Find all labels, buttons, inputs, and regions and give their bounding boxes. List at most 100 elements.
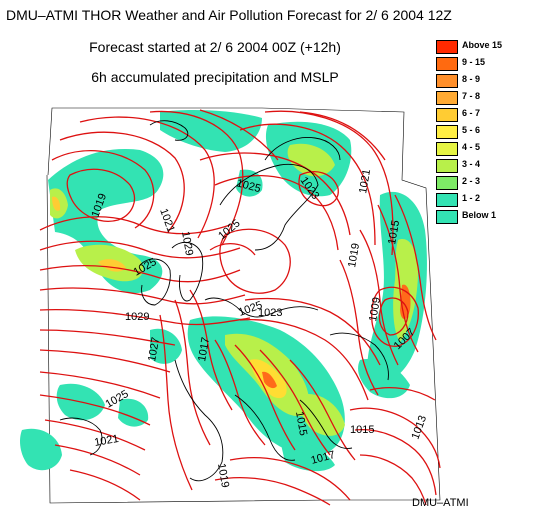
- legend-entry: 7 - 8: [436, 89, 544, 106]
- legend-entry: Below 1: [436, 208, 544, 225]
- isobar: [214, 339, 266, 446]
- coastline: [149, 120, 189, 141]
- precip-area: [20, 428, 62, 471]
- isobar: [349, 407, 441, 469]
- isobar-label: 1017: [196, 336, 212, 362]
- legend-swatch: [436, 74, 458, 88]
- isobar: [209, 243, 256, 256]
- isobar-label: 1023: [258, 307, 282, 319]
- precipitation-legend: Above 15 9 - 15 8 - 9 7 - 8 6 - 7 5 - 6 …: [436, 38, 544, 225]
- legend-label: 2 - 3: [462, 176, 481, 186]
- isobar: [298, 171, 339, 207]
- precip-area: [150, 328, 182, 364]
- coastline: [59, 417, 103, 456]
- isobar-label: 1027: [146, 336, 162, 362]
- isobar: [234, 344, 296, 451]
- legend-entry: 1 - 2: [436, 191, 544, 208]
- isobar: [299, 111, 386, 161]
- isobar: [54, 444, 141, 476]
- coastline: [234, 394, 296, 461]
- isobar: [199, 152, 351, 236]
- legend-label: 3 - 4: [462, 159, 481, 169]
- isobar: [39, 329, 176, 346]
- legend-swatch: [436, 142, 458, 156]
- isobar: [149, 110, 244, 246]
- isobar: [214, 174, 339, 251]
- isobar: [39, 264, 241, 283]
- isobar: [369, 387, 436, 401]
- legend-entry: 6 - 7: [436, 106, 544, 123]
- isobar-label: 1029: [125, 311, 149, 323]
- precip-area: [287, 143, 335, 177]
- isobar: [79, 116, 215, 239]
- precip-area: [262, 371, 277, 389]
- credit-label: DMU–ATMI: [412, 497, 469, 509]
- isobar: [219, 228, 291, 294]
- legend-label: Above 15: [462, 40, 503, 50]
- isobar-label: 1021: [157, 207, 177, 234]
- domain-frame: [46, 107, 441, 504]
- precipitation-areas: [20, 110, 427, 472]
- legend-label: 9 - 15: [462, 57, 486, 67]
- isobar-label: 1015: [293, 410, 309, 436]
- legend-entry: 2 - 3: [436, 174, 544, 191]
- isobar: [394, 194, 437, 341]
- isobar: [66, 168, 135, 222]
- isobar: [229, 456, 351, 501]
- isobar: [59, 131, 185, 233]
- field-description-subtitle: 6h accumulated precipitation and MSLP: [91, 69, 339, 85]
- legend-label: 6 - 7: [462, 108, 481, 118]
- legend-entry: 3 - 4: [436, 157, 544, 174]
- isobar: [354, 429, 437, 496]
- legend-entry: 5 - 6: [436, 123, 544, 140]
- precip-area: [52, 196, 61, 211]
- coastline: [139, 258, 171, 306]
- isobar: [359, 454, 427, 506]
- isobar: [244, 297, 381, 366]
- isobar: [39, 371, 161, 399]
- isobar: [239, 123, 376, 246]
- legend-swatch: [436, 176, 458, 190]
- legend-swatch: [436, 125, 458, 139]
- coastline: [171, 241, 204, 302]
- legend-swatch: [436, 210, 458, 224]
- isobar: [39, 309, 251, 326]
- isobar-label: 1019: [346, 242, 362, 268]
- isobar: [39, 240, 241, 259]
- legend-swatch: [436, 91, 458, 105]
- legend-label: 8 - 9: [462, 74, 481, 84]
- coastline: [219, 163, 319, 251]
- isobar: [259, 349, 331, 456]
- isobar: [199, 109, 279, 161]
- coastline: [264, 137, 341, 161]
- legend-entry: 4 - 5: [436, 140, 544, 157]
- isobar: [239, 319, 369, 401]
- isobar: [51, 150, 155, 229]
- legend-entry: 9 - 15: [436, 55, 544, 72]
- isobar: [69, 469, 141, 501]
- isobar: [214, 476, 331, 506]
- isobar: [174, 299, 211, 446]
- legend-label: 5 - 6: [462, 125, 481, 135]
- coastline: [299, 399, 353, 449]
- isobar: [159, 314, 193, 491]
- isobars: [39, 109, 441, 506]
- legend-label: 4 - 5: [462, 142, 481, 152]
- legend-entry: 8 - 9: [436, 72, 544, 89]
- coastline: [204, 297, 319, 318]
- precip-area: [118, 398, 149, 427]
- isobar-labels: 1023 1025 1019 1021 1029 1025 1025 1021 …: [90, 168, 430, 488]
- isobar-label: 1021: [357, 168, 373, 194]
- legend-swatch: [436, 159, 458, 173]
- precip-area: [160, 110, 262, 152]
- map-title: DMU–ATMI THOR Weather and Air Pollution …: [6, 7, 452, 23]
- forecast-start-subtitle: Forecast started at 2/ 6 2004 00Z (+12h): [89, 39, 341, 55]
- legend-swatch: [436, 193, 458, 207]
- isobar: [39, 287, 246, 305]
- legend-swatch: [436, 57, 458, 71]
- isobar-label: 1025: [216, 217, 242, 242]
- isobar-label: 1015: [386, 219, 402, 245]
- isobar-label: 1009: [367, 296, 383, 322]
- isobar-label: 1015: [350, 424, 374, 436]
- isobar: [39, 394, 151, 426]
